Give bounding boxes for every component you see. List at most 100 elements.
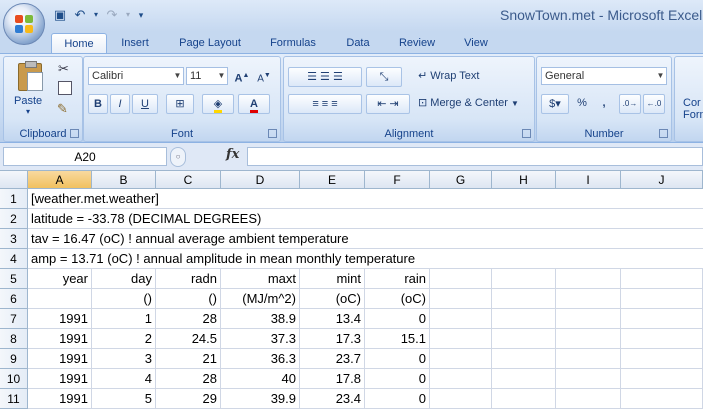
tab-formulas[interactable]: Formulas xyxy=(270,37,316,49)
cell-b2[interactable] xyxy=(92,209,156,229)
redo-dropdown-icon[interactable]: ▾ xyxy=(125,10,130,19)
cell-c5[interactable]: radn xyxy=(156,269,221,289)
cell-f9[interactable]: 0 xyxy=(365,349,430,369)
cell-b8[interactable]: 2 xyxy=(92,329,156,349)
cell-f3[interactable] xyxy=(365,229,430,249)
cell-c1[interactable] xyxy=(156,189,221,209)
cell-j11[interactable] xyxy=(621,389,703,409)
tab-page-layout[interactable]: Page Layout xyxy=(179,37,241,49)
cell-e6[interactable]: (oC) xyxy=(300,289,365,309)
cell-b4[interactable] xyxy=(92,249,156,269)
office-button[interactable] xyxy=(3,3,45,45)
comma-icon[interactable]: , xyxy=(602,97,606,109)
cell-d8[interactable]: 37.3 xyxy=(221,329,300,349)
cell-c10[interactable]: 28 xyxy=(156,369,221,389)
cell-i4[interactable] xyxy=(556,249,621,269)
cell-e7[interactable]: 13.4 xyxy=(300,309,365,329)
redo-icon[interactable]: ↷ xyxy=(106,7,118,22)
cell-b5[interactable]: day xyxy=(92,269,156,289)
format-painter-icon[interactable]: ✎ xyxy=(57,101,68,116)
column-header-d[interactable]: D xyxy=(221,171,300,189)
cell-h10[interactable] xyxy=(492,369,556,389)
cell-h4[interactable] xyxy=(492,249,556,269)
cell-c8[interactable]: 24.5 xyxy=(156,329,221,349)
horizontal-align-buttons[interactable]: ≡ ≡ ≡ xyxy=(288,94,362,114)
percent-icon[interactable]: % xyxy=(577,97,587,109)
bold-icon[interactable]: B xyxy=(88,94,108,114)
font-name-select[interactable]: Calibri ▼ xyxy=(88,67,184,85)
cell-h8[interactable] xyxy=(492,329,556,349)
column-header-c[interactable]: C xyxy=(156,171,221,189)
cell-b11[interactable]: 5 xyxy=(92,389,156,409)
tab-insert[interactable]: Insert xyxy=(121,37,149,49)
font-launcher-icon[interactable] xyxy=(268,129,277,138)
increase-decimal-icon[interactable]: .0→ xyxy=(619,94,641,114)
row-header-2[interactable]: 2 xyxy=(0,209,28,229)
cell-c6[interactable]: () xyxy=(156,289,221,309)
cell-e2[interactable] xyxy=(300,209,365,229)
cell-i1[interactable] xyxy=(556,189,621,209)
cell-a6[interactable] xyxy=(28,289,92,309)
merge-center-button[interactable]: ⊡ Merge & Center ▼ xyxy=(414,94,530,112)
tab-home[interactable]: Home xyxy=(51,33,107,54)
vertical-align-buttons[interactable]: ☰ ☰ ☰ xyxy=(288,67,362,87)
cell-d4[interactable] xyxy=(221,249,300,269)
cell-f11[interactable]: 0 xyxy=(365,389,430,409)
cell-b3[interactable] xyxy=(92,229,156,249)
number-launcher-icon[interactable] xyxy=(659,129,668,138)
alignment-launcher-icon[interactable] xyxy=(522,129,531,138)
currency-icon[interactable]: $▾ xyxy=(541,94,569,114)
tab-view[interactable]: View xyxy=(464,37,488,49)
cell-e11[interactable]: 23.4 xyxy=(300,389,365,409)
cell-i7[interactable] xyxy=(556,309,621,329)
cell-h6[interactable] xyxy=(492,289,556,309)
row-header-10[interactable]: 10 xyxy=(0,369,28,389)
row-header-5[interactable]: 5 xyxy=(0,269,28,289)
cell-c3[interactable] xyxy=(156,229,221,249)
cell-d9[interactable]: 36.3 xyxy=(221,349,300,369)
customize-qat-icon[interactable]: ▾ xyxy=(138,10,144,20)
copy-icon[interactable] xyxy=(58,81,72,95)
cell-b1[interactable] xyxy=(92,189,156,209)
cell-b9[interactable]: 3 xyxy=(92,349,156,369)
tab-data[interactable]: Data xyxy=(346,37,370,49)
cell-c9[interactable]: 21 xyxy=(156,349,221,369)
column-header-f[interactable]: F xyxy=(365,171,430,189)
cell-g4[interactable] xyxy=(430,249,492,269)
cell-j4[interactable] xyxy=(621,249,703,269)
fx-icon[interactable]: fx xyxy=(226,147,240,162)
cell-g9[interactable] xyxy=(430,349,492,369)
cell-j3[interactable] xyxy=(621,229,703,249)
expand-icon[interactable]: ○ xyxy=(170,147,186,167)
row-header-1[interactable]: 1 xyxy=(0,189,28,209)
cell-f4[interactable] xyxy=(365,249,430,269)
clipboard-launcher-icon[interactable] xyxy=(70,129,79,138)
paste-button[interactable]: Paste ▾ xyxy=(10,59,50,116)
cell-j5[interactable] xyxy=(621,269,703,289)
number-format-select[interactable]: General ▼ xyxy=(541,67,667,85)
cell-f10[interactable]: 0 xyxy=(365,369,430,389)
cell-e3[interactable] xyxy=(300,229,365,249)
column-header-e[interactable]: E xyxy=(300,171,365,189)
wrap-text-button[interactable]: ↵ Wrap Text xyxy=(414,67,530,85)
column-header-i[interactable]: I xyxy=(556,171,621,189)
cell-g10[interactable] xyxy=(430,369,492,389)
indent-buttons[interactable]: ⇤ ⇥ xyxy=(366,94,410,114)
cell-j1[interactable] xyxy=(621,189,703,209)
conditional-formatting-label[interactable]: Cor Form xyxy=(683,97,703,121)
cell-g2[interactable] xyxy=(430,209,492,229)
cell-a2[interactable]: latitude = -33.78 (DECIMAL DEGREES) xyxy=(28,209,261,229)
cell-f2[interactable] xyxy=(365,209,430,229)
cell-a11[interactable]: 1991 xyxy=(28,389,92,409)
row-header-3[interactable]: 3 xyxy=(0,229,28,249)
cell-e8[interactable]: 17.3 xyxy=(300,329,365,349)
cell-f8[interactable]: 15.1 xyxy=(365,329,430,349)
column-header-j[interactable]: J xyxy=(621,171,703,189)
undo-dropdown-icon[interactable]: ▾ xyxy=(93,10,98,19)
cell-i2[interactable] xyxy=(556,209,621,229)
cell-g5[interactable] xyxy=(430,269,492,289)
orientation-icon[interactable]: ⤡ xyxy=(366,67,402,87)
cell-g1[interactable] xyxy=(430,189,492,209)
cell-i5[interactable] xyxy=(556,269,621,289)
cell-h5[interactable] xyxy=(492,269,556,289)
